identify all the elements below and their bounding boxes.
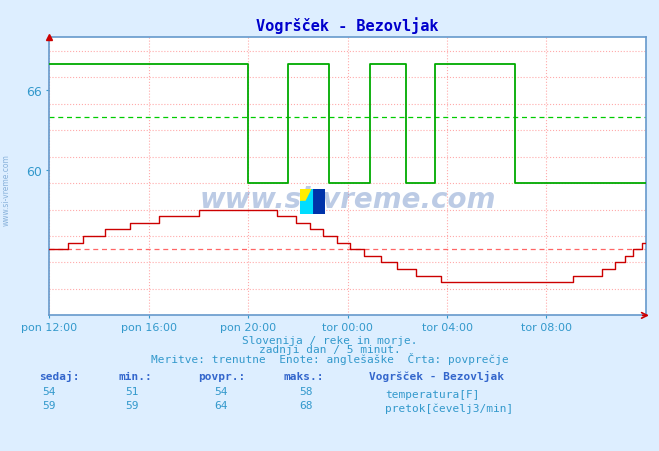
- Bar: [300, 202, 312, 214]
- Text: min.:: min.:: [119, 371, 152, 381]
- Text: www.si-vreme.com: www.si-vreme.com: [200, 185, 496, 213]
- Title: Vogršček - Bezovljak: Vogršček - Bezovljak: [256, 18, 439, 34]
- Text: Vogršček - Bezovljak: Vogršček - Bezovljak: [369, 370, 504, 381]
- Text: zadnji dan / 5 minut.: zadnji dan / 5 minut.: [258, 345, 401, 354]
- Text: 54: 54: [43, 387, 56, 396]
- Text: povpr.:: povpr.:: [198, 371, 245, 381]
- Text: 68: 68: [300, 400, 313, 410]
- Text: temperatura[F]: temperatura[F]: [385, 390, 479, 400]
- Bar: [312, 189, 325, 214]
- Text: maks.:: maks.:: [283, 371, 324, 381]
- Text: 59: 59: [125, 400, 138, 410]
- Text: 59: 59: [43, 400, 56, 410]
- Text: 58: 58: [300, 387, 313, 396]
- Text: pretok[čevelj3/min]: pretok[čevelj3/min]: [385, 403, 513, 414]
- Text: 54: 54: [214, 387, 227, 396]
- Text: sedaj:: sedaj:: [40, 370, 80, 381]
- Text: www.si-vreme.com: www.si-vreme.com: [2, 153, 11, 226]
- Polygon shape: [312, 189, 325, 214]
- Text: Meritve: trenutne  Enote: anglešaške  Črta: povprečje: Meritve: trenutne Enote: anglešaške Črta…: [151, 352, 508, 364]
- Text: Slovenija / reke in morje.: Slovenija / reke in morje.: [242, 336, 417, 345]
- Polygon shape: [300, 189, 312, 214]
- Text: 51: 51: [125, 387, 138, 396]
- Bar: [300, 189, 312, 202]
- Text: 64: 64: [214, 400, 227, 410]
